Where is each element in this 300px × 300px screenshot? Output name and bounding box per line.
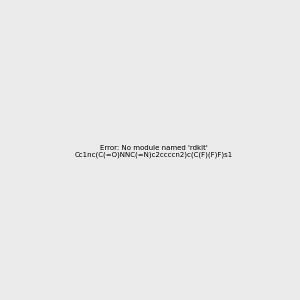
Text: Error: No module named 'rdkit'
Cc1nc(C(=O)NNC(=N)c2ccccn2)c(C(F)(F)F)s1: Error: No module named 'rdkit' Cc1nc(C(=… <box>75 145 233 158</box>
